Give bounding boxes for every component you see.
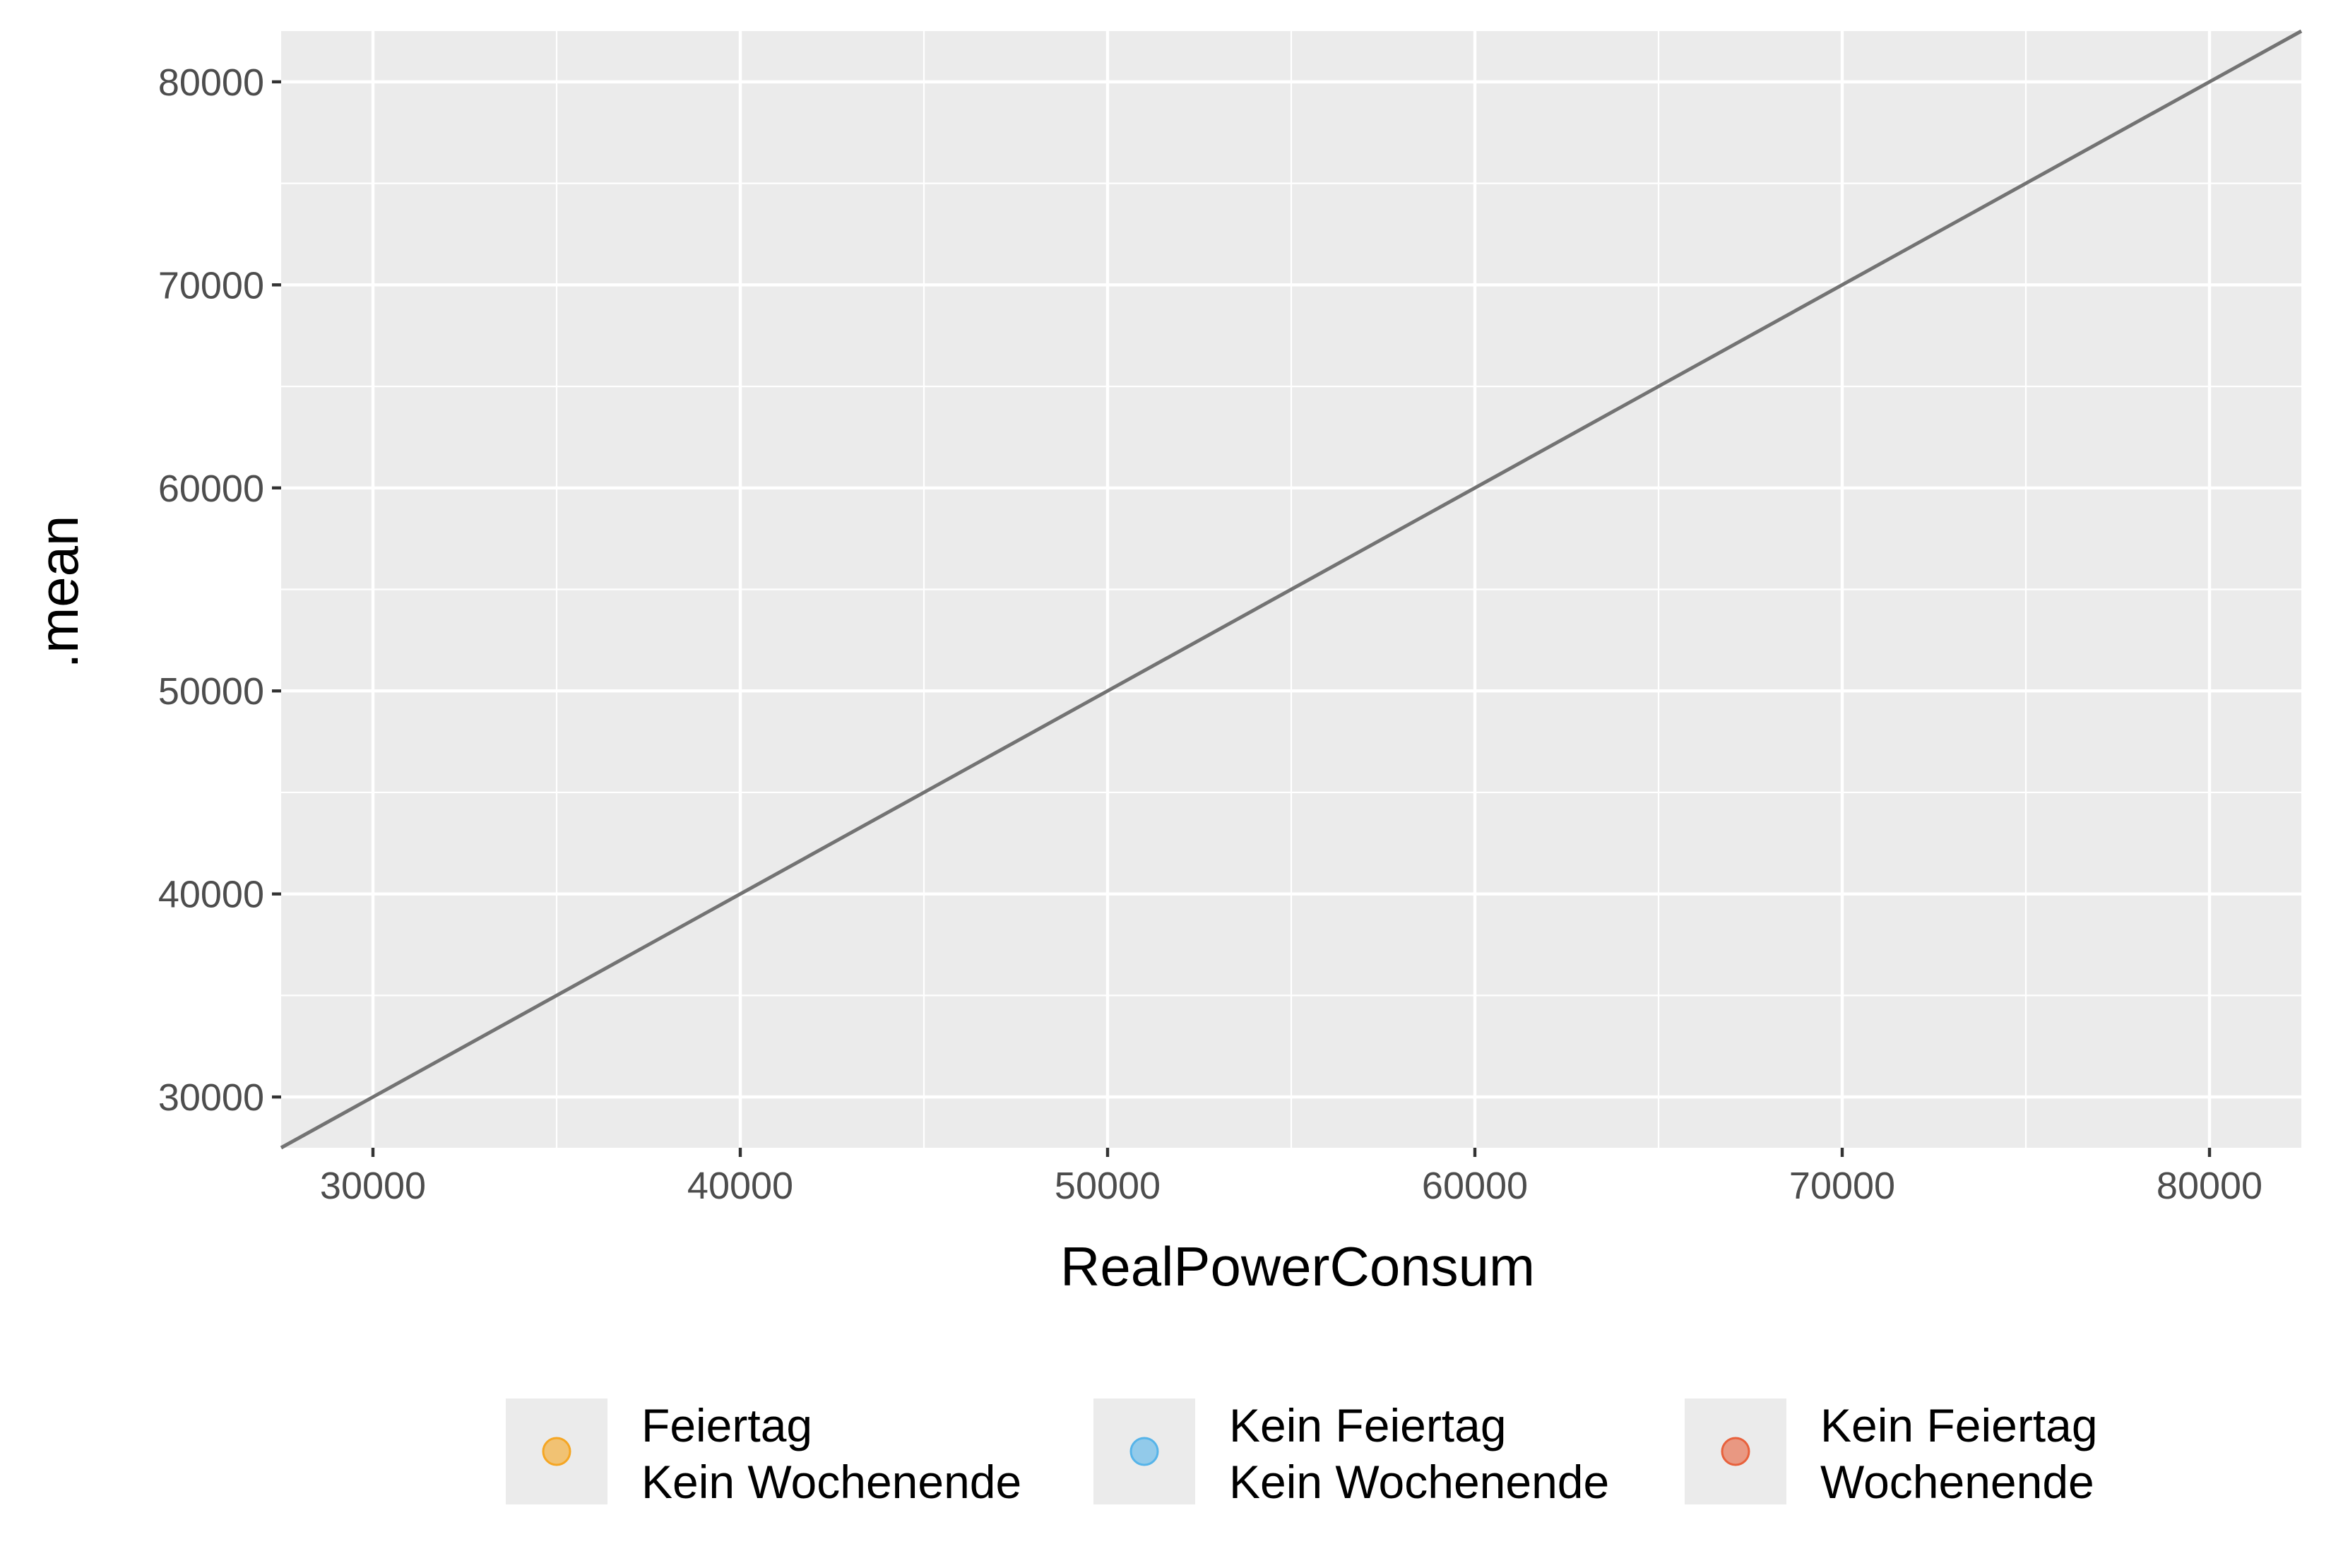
y-tick-label: 80000 (158, 61, 264, 104)
x-tick-label: 30000 (320, 1165, 426, 1207)
y-tick-label: 30000 (158, 1076, 264, 1119)
x-tick-label: 50000 (1055, 1165, 1161, 1207)
x-tick-label: 40000 (687, 1165, 793, 1207)
reference-line (280, 29, 2303, 1150)
x-tick-label: 80000 (2157, 1165, 2262, 1207)
legend-label-line1: Kein Feiertag (1229, 1399, 1507, 1451)
legend-label-line2: Kein Wochenende (641, 1456, 1021, 1508)
x-tick-label: 70000 (1789, 1165, 1895, 1207)
y-axis-title: .mean (28, 516, 90, 669)
legend-marker (1129, 1437, 1159, 1466)
legend-label-line2: Kein Wochenende (1229, 1456, 1609, 1508)
y-tick-label: 70000 (158, 264, 264, 307)
grid-major (281, 31, 2301, 1148)
legend-label-line1: Feiertag (641, 1399, 812, 1451)
legend-label-line2: Wochenende (1820, 1456, 2094, 1508)
legend-label-line1: Kein Feiertag (1820, 1399, 2098, 1451)
y-tick-label: 40000 (158, 874, 264, 916)
x-tick-label: 60000 (1422, 1165, 1528, 1207)
y-tick-label: 50000 (158, 670, 264, 713)
legend-marker (542, 1437, 571, 1466)
series (280, 29, 2303, 1150)
legend-marker (1721, 1437, 1750, 1466)
x-axis-title: RealPowerConsum (1060, 1235, 1535, 1297)
axes: 30000 40000 50000 60000 70000 80000 30000 40000… (158, 61, 2262, 1207)
y-tick-label: 60000 (158, 468, 264, 510)
